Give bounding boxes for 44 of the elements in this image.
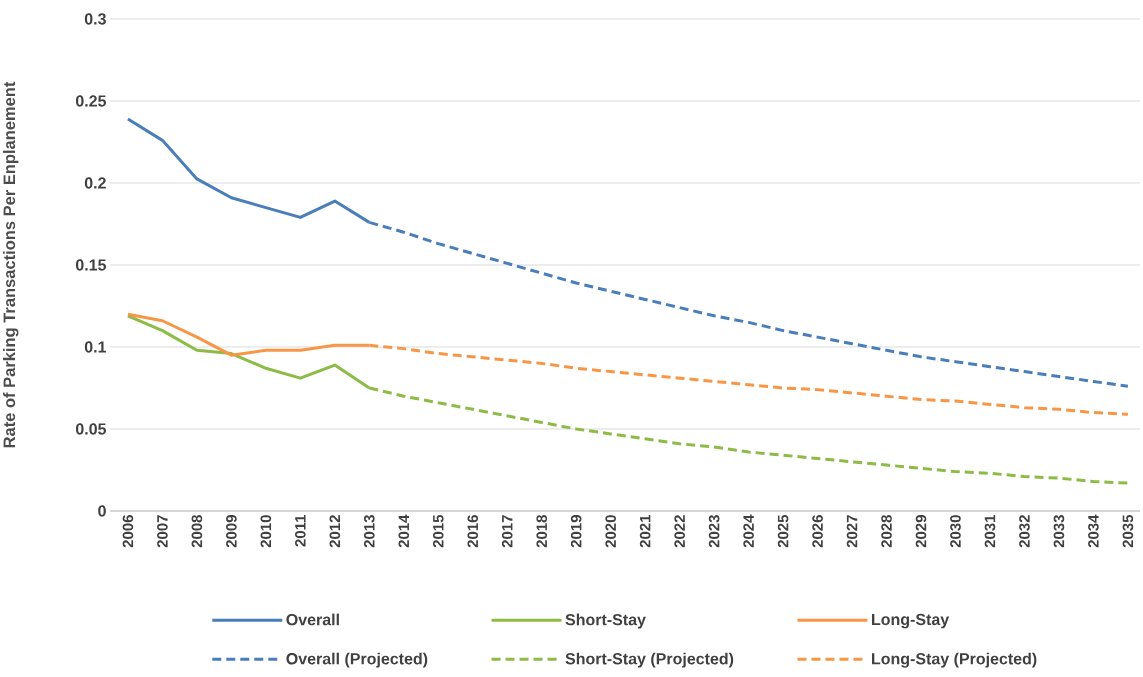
x-tick-label: 2018 bbox=[536, 515, 548, 548]
x-tick-label: 2017 bbox=[501, 515, 513, 548]
x-tick-label: 2019 bbox=[570, 515, 582, 548]
legend-label: Long-Stay bbox=[872, 613, 950, 629]
y-axis-title: Rate of Parking Transactions Per Enplanement bbox=[3, 81, 19, 448]
x-tick-label: 2022 bbox=[674, 515, 685, 548]
y-tick-label: 0.2 bbox=[84, 177, 106, 189]
x-tick-label: 2021 bbox=[639, 514, 651, 548]
y-tick-label: 0.05 bbox=[75, 423, 107, 435]
y-tick-label: 0.15 bbox=[75, 259, 107, 271]
legend-label: Overall bbox=[286, 613, 339, 626]
x-tick-label: 2013 bbox=[363, 515, 375, 548]
y-tick-label: 0 bbox=[98, 505, 106, 517]
x-tick-label: 2011 bbox=[295, 514, 306, 547]
x-tick-label: 2025 bbox=[777, 514, 789, 548]
x-tick-label: 2028 bbox=[881, 515, 892, 548]
x-tick-label: 2007 bbox=[157, 515, 168, 548]
x-tick-label: 2027 bbox=[846, 515, 858, 548]
x-tick-label: 2026 bbox=[812, 515, 823, 548]
x-tick-label: 2033 bbox=[1053, 515, 1065, 548]
y-tick-label: 0.1 bbox=[84, 341, 107, 353]
legend-label: Short-Stay bbox=[565, 613, 646, 629]
x-tick-label: 2030 bbox=[950, 515, 961, 548]
x-tick-label: 2008 bbox=[191, 515, 203, 548]
x-tick-label: 2024 bbox=[743, 514, 754, 548]
x-tick-label: 2023 bbox=[708, 515, 720, 548]
x-tick-label: 2032 bbox=[1019, 515, 1030, 548]
legend-label: Overall (Projected) bbox=[286, 652, 428, 668]
x-tick-label: 2016 bbox=[467, 515, 479, 548]
x-tick-label: 2009 bbox=[226, 515, 237, 548]
x-tick-label: 2006 bbox=[122, 515, 134, 548]
y-tick-label: 0.3 bbox=[84, 13, 106, 25]
x-tick-label: 2012 bbox=[329, 515, 341, 548]
x-tick-label: 2031 bbox=[984, 514, 996, 548]
x-tick-label: 2014 bbox=[398, 514, 410, 548]
x-tick-label: 2010 bbox=[260, 515, 272, 548]
legend-label: Long-Stay (Projected) bbox=[872, 652, 1037, 668]
x-tick-label: 2015 bbox=[432, 514, 444, 548]
x-tick-label: 2020 bbox=[605, 515, 616, 548]
x-tick-label: 2029 bbox=[915, 515, 927, 548]
y-tick-label: 0.25 bbox=[75, 95, 107, 107]
x-tick-label: 2034 bbox=[1088, 514, 1099, 548]
x-tick-label: 2035 bbox=[1122, 514, 1134, 548]
legend-label: Short-Stay (Projected) bbox=[565, 652, 734, 668]
